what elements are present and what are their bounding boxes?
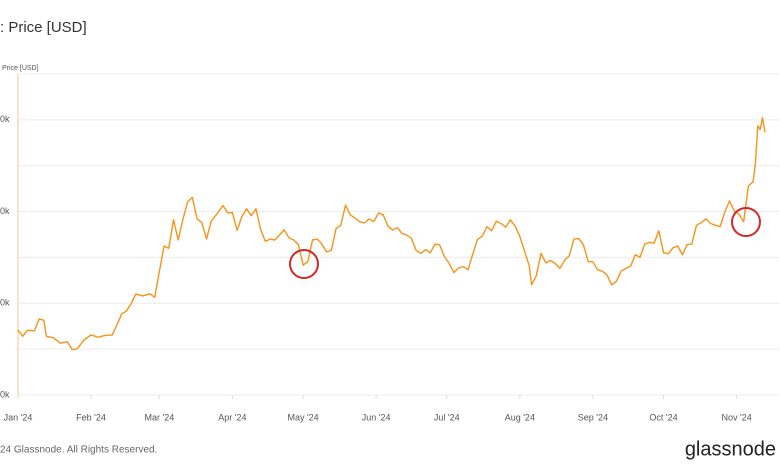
brand-logo: glassnode: [685, 438, 776, 460]
y-tick-label: 0k: [0, 389, 10, 399]
highlight-circle: [289, 249, 319, 279]
x-tick-label: Jul '24: [434, 412, 460, 422]
chart-title: : Price [USD]: [0, 19, 87, 36]
grid: [18, 73, 779, 396]
x-tick-label: Jan '24: [4, 412, 33, 422]
x-tick-label: Oct '24: [649, 412, 677, 422]
y-axis-label: Price [USD]: [2, 65, 39, 72]
x-tick-label: Aug '24: [505, 412, 535, 422]
price-line: [17, 116, 766, 351]
y-tick-label: 0k: [0, 298, 10, 308]
x-tick-label: May '24: [287, 412, 318, 422]
x-tick-label: Nov '24: [721, 412, 751, 422]
highlight-circle: [731, 207, 761, 237]
x-tick-label: Sep '24: [578, 412, 608, 422]
y-tick-label: 0k: [0, 206, 10, 216]
x-tick-label: Mar '24: [144, 412, 174, 422]
x-tick-label: Apr '24: [218, 412, 246, 422]
x-tick-label: Jun '24: [362, 412, 391, 422]
x-tick-label: Feb '24: [76, 412, 106, 422]
footer: 24 Glassnode. All Rights Reserved.: [0, 445, 157, 456]
y-tick-label: 0k: [0, 114, 10, 124]
